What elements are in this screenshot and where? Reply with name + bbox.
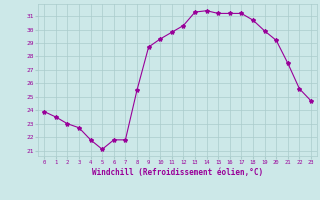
X-axis label: Windchill (Refroidissement éolien,°C): Windchill (Refroidissement éolien,°C)	[92, 168, 263, 177]
